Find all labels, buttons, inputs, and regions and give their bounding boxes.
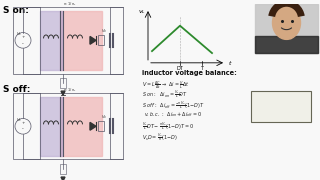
Text: $V = L\frac{\Delta C}{\Delta t}\ \rightarrow\ \Delta i = \frac{V}{L}\Delta t$: $V = L\frac{\Delta C}{\Delta t}\ \righta… xyxy=(142,79,189,91)
Polygon shape xyxy=(61,91,65,95)
Text: +: + xyxy=(21,121,25,125)
Text: $v.b.c.{:}\ \ \Delta i_{on} + \Delta i_{off} = 0$: $v.b.c.{:}\ \ \Delta i_{on} + \Delta i_{… xyxy=(144,110,202,119)
Polygon shape xyxy=(61,177,65,180)
Text: $t$: $t$ xyxy=(228,59,233,67)
Text: $V_o$: $V_o$ xyxy=(101,113,107,121)
Bar xyxy=(13,7,123,74)
Text: +: + xyxy=(21,35,25,39)
Text: $S\ on{:}\ \ \Delta i_{on} = \frac{V_s}{L}DT$: $S\ on{:}\ \ \Delta i_{on} = \frac{V_s}{… xyxy=(142,89,188,101)
Bar xyxy=(60,78,66,88)
Text: S off:: S off: xyxy=(3,85,30,94)
Text: $V_o$: $V_o$ xyxy=(101,28,107,35)
Polygon shape xyxy=(255,36,318,53)
Bar xyxy=(60,164,66,174)
Bar xyxy=(255,4,318,53)
Text: DT: DT xyxy=(177,66,183,71)
Bar xyxy=(60,11,102,70)
Polygon shape xyxy=(90,122,96,130)
Polygon shape xyxy=(90,37,96,44)
Bar xyxy=(98,121,104,131)
Bar xyxy=(13,93,123,159)
Text: inductor voltage balance:: inductor voltage balance: xyxy=(142,70,237,76)
Bar xyxy=(283,29,291,38)
Bar xyxy=(40,97,62,156)
Text: $\frac{V_s}{L}DT - \frac{nV_o}{L}(1{-}D)T = 0$: $\frac{V_s}{L}DT - \frac{nV_o}{L}(1{-}D)… xyxy=(142,120,194,133)
Text: $V_s$: $V_s$ xyxy=(16,116,22,124)
Text: $v_L$: $v_L$ xyxy=(138,8,146,16)
Text: -: - xyxy=(22,127,24,132)
Text: $n:1/n_1$: $n:1/n_1$ xyxy=(63,0,76,8)
Ellipse shape xyxy=(273,6,300,39)
Bar xyxy=(98,35,104,45)
Text: $V_s D = \frac{V_o}{n}(1{-}D)$: $V_s D = \frac{V_o}{n}(1{-}D)$ xyxy=(142,131,178,143)
Text: $S\ off{:}\ \ \Delta i_{off} = \frac{-nV_o}{L}(1{-}D)T$: $S\ off{:}\ \ \Delta i_{off} = \frac{-nV… xyxy=(142,100,205,112)
Bar xyxy=(60,97,102,156)
Bar xyxy=(40,11,62,70)
Text: T: T xyxy=(201,66,204,71)
Text: S on:: S on: xyxy=(3,6,29,15)
Text: $V_o = V_{in}\frac{D}{1{-}D}$: $V_o = V_{in}\frac{D}{1{-}D}$ xyxy=(266,101,297,113)
FancyBboxPatch shape xyxy=(251,91,311,122)
Text: $V_s$: $V_s$ xyxy=(16,30,22,38)
Text: $n:1/n_1$: $n:1/n_1$ xyxy=(63,86,76,94)
Text: -: - xyxy=(22,41,24,46)
